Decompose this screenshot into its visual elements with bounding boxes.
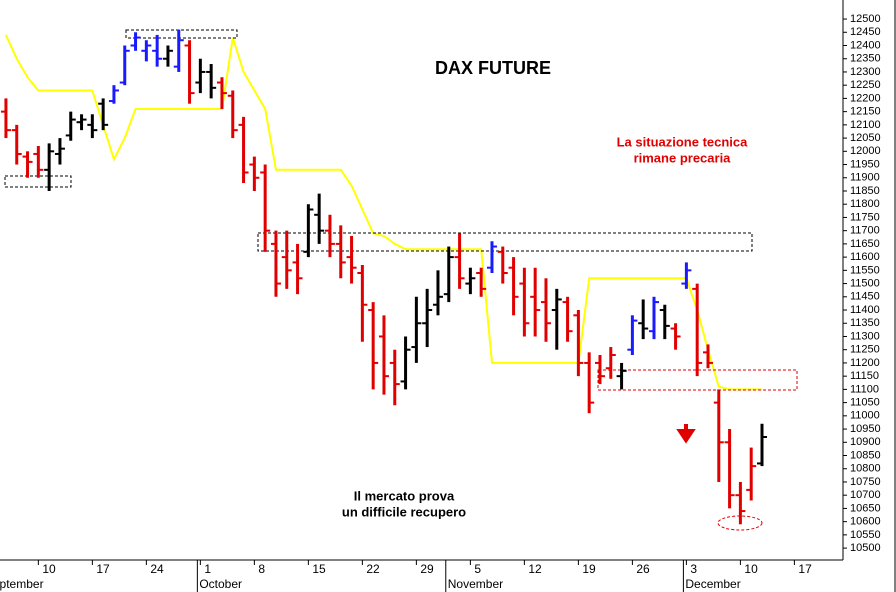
y-tick-label: 11450 [850, 291, 880, 303]
y-tick-label: 11950 [850, 158, 880, 170]
month-label: October [199, 577, 242, 591]
y-tick-label: 11150 [850, 370, 879, 382]
x-tick-label: 10 [42, 562, 56, 576]
y-tick-label: 11850 [850, 185, 880, 197]
y-tick-label: 12500 [850, 13, 881, 25]
chart-title: DAX FUTURE [435, 58, 551, 78]
x-tick-label: 10 [744, 562, 758, 576]
x-tick-label: 26 [636, 562, 650, 576]
annotation: Il mercato prova [354, 488, 455, 503]
y-tick-label: 12000 [850, 145, 881, 157]
y-tick-label: 12350 [850, 53, 881, 65]
stop-line [4, 34, 762, 391]
x-tick-label: 5 [474, 562, 481, 576]
y-tick-label: 11550 [850, 264, 880, 276]
y-tick-label: 10950 [850, 423, 881, 435]
y-tick-label: 11100 [850, 383, 879, 395]
y-tick-label: 12100 [850, 119, 881, 131]
y-tick-label: 10850 [850, 449, 881, 461]
x-tick-label: 8 [258, 562, 265, 576]
resistance-zone [125, 29, 238, 39]
x-tick-label: 15 [312, 562, 326, 576]
y-tick-label: 12450 [850, 26, 881, 38]
y-tick-label: 11650 [850, 238, 880, 250]
annotation: rimane precaria [634, 150, 732, 165]
overlay-layer [4, 34, 762, 391]
y-tick-label: 11050 [850, 397, 880, 409]
y-tick-label: 11900 [850, 172, 880, 184]
y-tick-label: 11250 [850, 344, 880, 356]
y-tick-label: 10750 [850, 476, 881, 488]
y-tick-label: 11700 [850, 225, 880, 237]
x-tick-label: 22 [366, 562, 380, 576]
x-tick-label: 17 [798, 562, 812, 576]
y-tick-label: 11350 [850, 317, 880, 329]
y-tick-label: 10650 [850, 502, 881, 514]
y-tick-label: 11600 [850, 251, 880, 263]
y-tick-label: 10800 [850, 463, 881, 475]
y-tick-label: 12250 [850, 79, 881, 91]
x-tick-label: 12 [528, 562, 542, 576]
down-arrow [676, 424, 696, 444]
y-tick-label: 10600 [850, 516, 881, 528]
y-tick-label: 10500 [850, 542, 881, 554]
x-tick-label: 19 [582, 562, 596, 576]
month-label: ptember [0, 577, 44, 591]
resistance-zone [257, 232, 753, 252]
y-tick-label: 10900 [850, 436, 881, 448]
support-zone [597, 369, 798, 391]
y-tick-label: 12200 [850, 92, 881, 104]
annotation: La situazione tecnica [617, 134, 749, 149]
bar-layer [0, 29, 767, 525]
x-tick-label: 29 [420, 562, 434, 576]
y-tick-label: 12050 [850, 132, 881, 144]
annotation: un difficile recupero [342, 504, 466, 519]
y-tick-label: 11500 [850, 277, 880, 289]
x-tick-label: 17 [96, 562, 110, 576]
y-tick-label: 11800 [850, 198, 880, 210]
y-tick-label: 11200 [850, 357, 880, 369]
y-tick-label: 10550 [850, 529, 881, 541]
x-tick-label: 3 [690, 562, 697, 576]
y-tick-label: 11000 [850, 410, 880, 422]
month-label: December [685, 577, 740, 591]
month-label: November [448, 577, 503, 591]
x-tick-label: 1 [204, 562, 211, 576]
y-tick-label: 12300 [850, 66, 881, 78]
y-tick-label: 12150 [850, 106, 881, 118]
y-tick-label: 11750 [850, 211, 880, 223]
y-tick-label: 12400 [850, 39, 881, 51]
y-tick-label: 11400 [850, 304, 880, 316]
y-tick-label: 11300 [850, 330, 880, 342]
x-tick-label: 24 [150, 562, 164, 576]
y-tick-label: 10700 [850, 489, 881, 501]
